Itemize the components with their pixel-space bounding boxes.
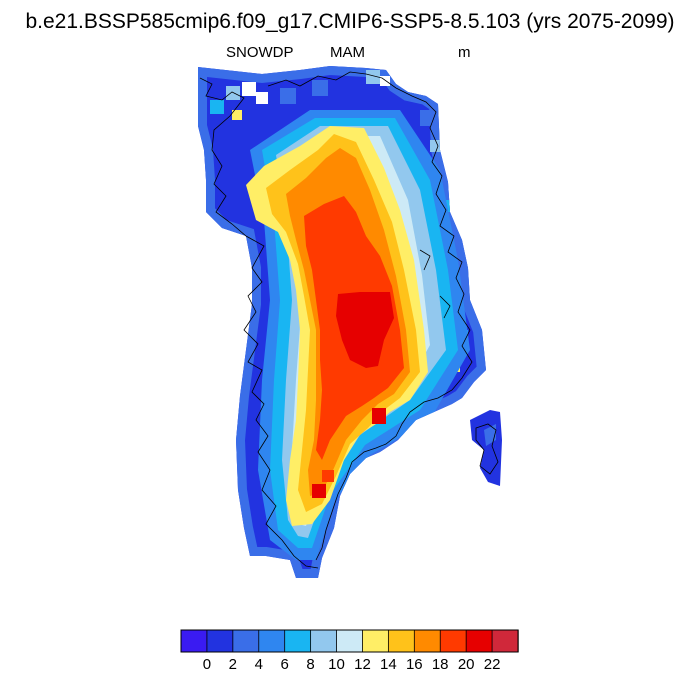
colorbar-swatch — [362, 629, 390, 653]
colorbar-swatch — [180, 629, 208, 653]
colorbar-swatch — [491, 629, 519, 653]
colorbar-tick-label: 4 — [254, 656, 263, 673]
colorbar-tick-label: 2 — [228, 656, 237, 673]
colorbar-tick-label: 16 — [405, 656, 423, 673]
colorbar-tick-label: 0 — [202, 656, 212, 673]
colorbar-swatch — [206, 629, 234, 653]
colorbar-tick-label: 20 — [457, 656, 475, 673]
colorbar-swatch — [439, 629, 467, 653]
variable-label: SNOWDP — [226, 44, 294, 61]
colorbar-swatch — [284, 629, 312, 653]
colorbar-tick-label: 18 — [431, 656, 449, 673]
colorbar-swatch — [465, 629, 493, 653]
coastline — [199, 71, 499, 569]
colorbar-frame — [180, 629, 519, 653]
colorbar-tick-label: 10 — [328, 656, 345, 673]
colorbar-swatch — [258, 629, 286, 653]
colorbar-swatch — [413, 629, 441, 653]
colorbar-tick-label: 8 — [306, 656, 315, 673]
colorbar-swatch — [232, 629, 260, 653]
colorbar-swatch — [310, 629, 338, 653]
colorbar-tick-label: 14 — [380, 656, 397, 673]
units-label: m — [458, 44, 471, 61]
colorbar-tick-label: 22 — [483, 656, 501, 673]
season-label: MAM — [330, 44, 365, 61]
colorbar-tick-label: 6 — [280, 656, 289, 673]
colorbar-swatch — [387, 629, 416, 653]
colorbar-swatch — [336, 629, 364, 653]
colorbar-tick-label: 12 — [354, 656, 371, 673]
figure-title: b.e21.BSSP585cmip6.f09_g17.CMIP6-SSP5-8.… — [25, 10, 675, 33]
